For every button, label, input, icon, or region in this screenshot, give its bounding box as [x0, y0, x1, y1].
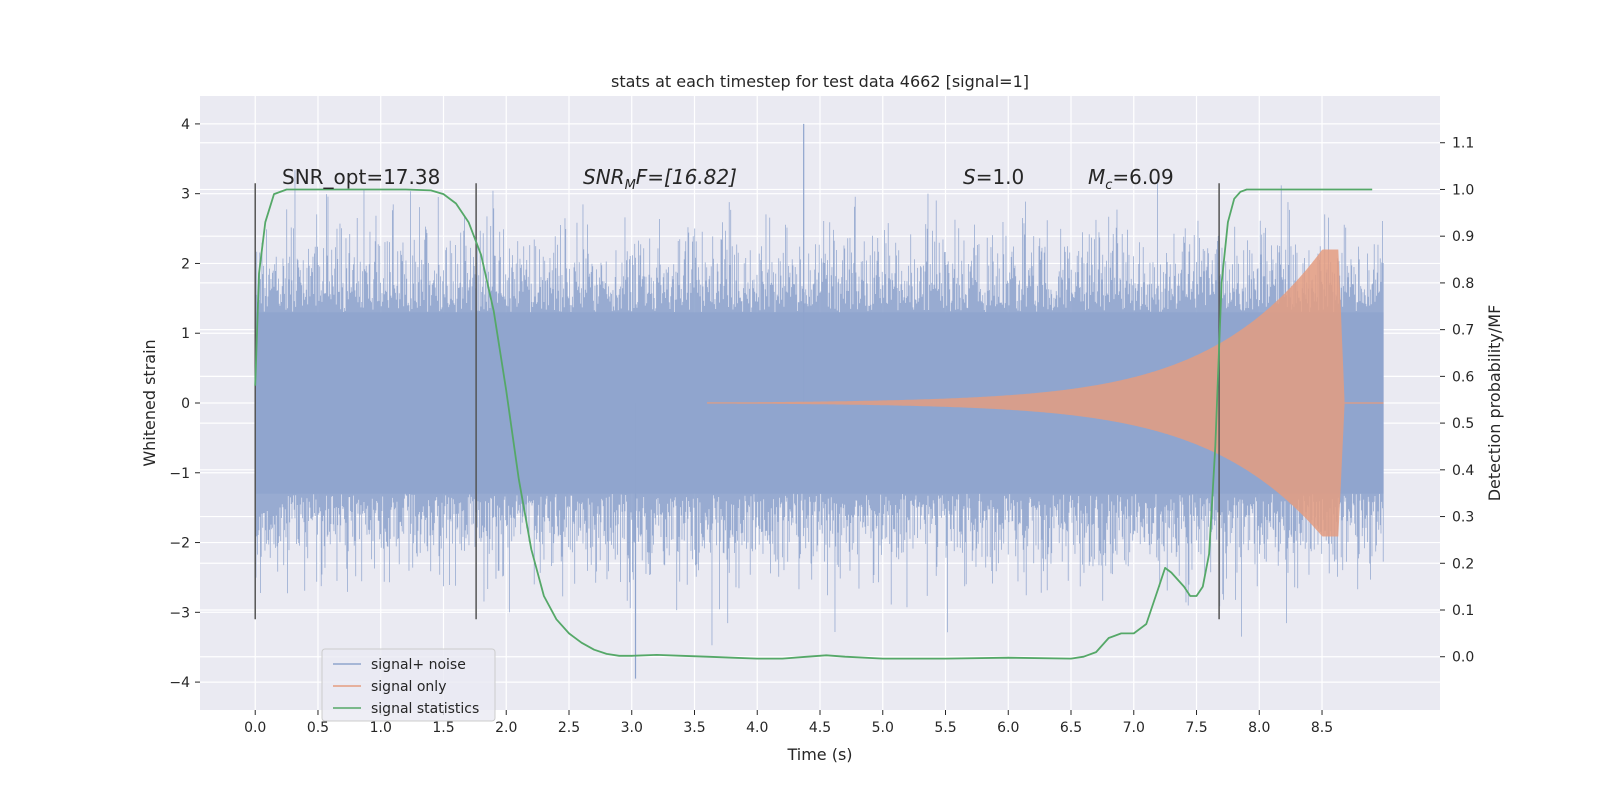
- legend-box: [321, 648, 496, 722]
- y2-tick-label: 1.0: [1452, 182, 1474, 198]
- x-tick-label: 1.5: [432, 720, 454, 736]
- mc-name: M: [1088, 165, 1105, 189]
- x-tick-label: 8.0: [1248, 720, 1270, 736]
- x-tick-label: 4.5: [809, 720, 831, 736]
- x-tick-label: 4.0: [746, 720, 768, 736]
- legend-label-signal: signal only: [371, 679, 446, 695]
- mc-value: =6.09: [1112, 165, 1173, 189]
- chart-title: stats at each timestep for test data 466…: [611, 72, 1029, 91]
- annotations: SNR_opt=17.38 SNRMF=[16.82] S=1.0 Mc=6.0…: [282, 165, 1174, 193]
- x-tick-label: 0.5: [307, 720, 329, 736]
- snr-mf-subscript: M: [625, 178, 636, 193]
- y2-tick-label: 0.9: [1452, 229, 1474, 245]
- y2-tick-label: 0.7: [1452, 323, 1474, 339]
- x-tick-label: 2.5: [558, 720, 580, 736]
- y-tick-label: −4: [169, 675, 190, 691]
- marker-lines: [254, 183, 1220, 620]
- mc-subscript: c: [1105, 178, 1112, 193]
- x-tick-label: 8.5: [1311, 720, 1333, 736]
- x-tick-label: 0.0: [244, 720, 266, 736]
- x-tick-label: 7.5: [1185, 720, 1207, 736]
- legend-label-stats: signal statistics: [371, 701, 479, 717]
- y-tick-label: −2: [169, 536, 190, 552]
- y2-tick-label: 0.5: [1452, 416, 1474, 432]
- mc-annotation: Mc=6.09: [1088, 165, 1174, 193]
- signal-statistics-series: [254, 188, 1373, 660]
- snr-mf-annotation: SNRMF=[16.82]: [583, 165, 737, 193]
- y-tick-label: 3: [181, 187, 190, 203]
- x-tick-label: 3.5: [683, 720, 705, 736]
- y-tick-label: 2: [181, 256, 190, 272]
- x-tick-label: 2.0: [495, 720, 517, 736]
- x-tick-label: 6.5: [1060, 720, 1082, 736]
- y2-tick-label: 0.6: [1452, 369, 1474, 385]
- y2-axis-label: Detection probability/MF: [1485, 305, 1504, 502]
- stats-curve: [254, 188, 1373, 660]
- y2-tick-label: 0.8: [1452, 276, 1474, 292]
- y-tick-label: 0: [181, 396, 190, 412]
- x-tick-label: 5.0: [872, 720, 894, 736]
- y2-tick-label: 0.3: [1452, 510, 1474, 526]
- s-value: =1.0: [976, 165, 1025, 189]
- snr-opt-annotation: SNR_opt=17.38: [282, 165, 440, 189]
- snr-mf-name: SNR: [583, 165, 625, 189]
- axis-ticks: 0.0 0.5 1.0 1.5 2.0 2.5 3.0 3.5 4.0 4.5 5.0 5.5 6.0 6…: [169, 117, 1474, 736]
- x-tick-label: 6.0: [997, 720, 1019, 736]
- x-tick-label: 3.0: [621, 720, 643, 736]
- y-tick-label: −1: [169, 466, 190, 482]
- y2-tick-label: 1.1: [1452, 136, 1474, 152]
- y-tick-label: −3: [169, 605, 190, 621]
- x-tick-label: 5.5: [934, 720, 956, 736]
- y2-tick-label: 0.0: [1452, 650, 1474, 666]
- y-axis-label: Whitened strain: [140, 339, 159, 466]
- s-name: S: [963, 165, 976, 189]
- y2-tick-label: 0.4: [1452, 463, 1474, 479]
- x-axis-label: Time (s): [786, 745, 852, 764]
- legend: signal+ noise signal only signal statist…: [321, 648, 496, 722]
- snr-mf-tail: F=[16.82]: [636, 165, 737, 189]
- x-tick-label: 7.0: [1123, 720, 1145, 736]
- y2-tick-label: 0.1: [1452, 603, 1474, 619]
- x-tick-label: 1.0: [370, 720, 392, 736]
- legend-label-noise: signal+ noise: [371, 657, 466, 673]
- y-tick-label: 4: [181, 117, 190, 133]
- s-annotation: S=1.0: [963, 165, 1024, 189]
- y2-tick-label: 0.2: [1452, 556, 1474, 572]
- y-tick-label: 1: [181, 326, 190, 342]
